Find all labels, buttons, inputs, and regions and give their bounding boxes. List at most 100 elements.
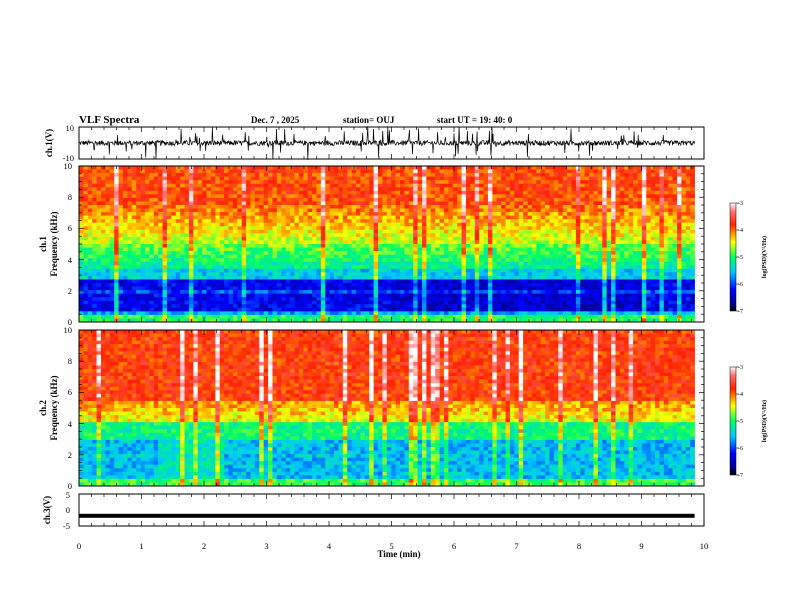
spectrogram-cell xyxy=(316,166,322,170)
spectrogram-cell xyxy=(677,236,682,241)
spectrogram-cell xyxy=(382,240,388,245)
spectrogram-cell xyxy=(606,286,612,291)
spectrogram-cell xyxy=(316,212,322,216)
spectrogram-cell xyxy=(334,208,339,213)
spectrogram-cell xyxy=(215,173,221,177)
spectrogram-cell xyxy=(364,261,370,266)
spectrogram-cell xyxy=(100,197,106,202)
spectrogram-cell xyxy=(307,176,313,181)
spectrogram-cell xyxy=(597,247,603,252)
spectrogram-cell xyxy=(479,219,484,224)
spectrogram-cell xyxy=(294,272,300,277)
spectrogram-cell xyxy=(338,194,344,199)
spectrogram-cell xyxy=(391,173,396,177)
spectrogram-cell xyxy=(144,233,150,238)
spectrogram-cell xyxy=(479,201,484,206)
spectrogram-cell xyxy=(672,180,678,185)
spectrogram-cell xyxy=(571,166,577,170)
spectrogram-cell xyxy=(465,205,471,209)
spectrogram-cell xyxy=(615,212,621,216)
spectrogram-cell xyxy=(589,222,594,227)
spectrogram-cell xyxy=(281,194,286,199)
spectrogram-cell xyxy=(193,187,199,192)
spectrogram-cell xyxy=(426,194,432,199)
spectrogram-cell xyxy=(241,279,247,284)
spectrogram-cell xyxy=(263,208,269,213)
spectrogram-cell xyxy=(320,233,326,238)
spectrogram-cell xyxy=(558,283,564,287)
spectrogram-cell xyxy=(263,180,269,185)
spectrogram-cell xyxy=(628,279,634,284)
spectrogram-cell xyxy=(325,190,330,195)
spectrogram-cell xyxy=(144,244,150,248)
spectrogram-cell xyxy=(439,265,445,270)
spectrogram-cell xyxy=(136,215,141,220)
spectrogram-cell xyxy=(215,183,221,188)
spectrogram-cell xyxy=(254,187,260,192)
spectrogram-cell xyxy=(685,215,691,220)
spectrogram-cell xyxy=(435,212,440,216)
spectrogram-cell xyxy=(114,229,119,234)
spectrogram-cell xyxy=(655,187,660,192)
spectrogram-cell xyxy=(259,236,264,241)
spectrogram-cell xyxy=(514,265,520,270)
spectrogram-cell xyxy=(549,187,555,192)
spectrogram-cell xyxy=(246,279,251,284)
spectrogram-cell xyxy=(254,261,260,266)
spectrogram-cell xyxy=(549,268,555,273)
spectrogram-cell xyxy=(180,240,185,245)
spectrogram-cell xyxy=(443,190,449,195)
spectrogram-cell xyxy=(593,173,599,177)
spectrogram-cell xyxy=(677,226,682,231)
spectrogram-cell xyxy=(268,265,273,270)
spectrogram-cell xyxy=(360,205,366,209)
spectrogram-cell xyxy=(593,169,599,174)
spectrogram-cell xyxy=(527,279,533,284)
spectrogram-cell xyxy=(457,222,462,227)
spectrogram-cell xyxy=(439,283,445,287)
spectrogram-cell xyxy=(404,219,410,224)
spectrogram-cell xyxy=(553,275,559,280)
spectrogram-cell xyxy=(171,180,177,185)
spectrogram-cell xyxy=(536,201,542,206)
spectrogram-cell xyxy=(470,219,476,224)
spectrogram-cell xyxy=(514,187,520,192)
spectrogram-cell xyxy=(593,251,599,255)
spectrogram-cell xyxy=(395,180,401,185)
spectrogram-cell xyxy=(153,215,159,220)
spectrogram-cell xyxy=(567,244,572,248)
spectrogram-cell xyxy=(536,208,542,213)
spectrogram-cell xyxy=(567,236,572,241)
spectrogram-cell xyxy=(558,265,564,270)
spectrogram-cell xyxy=(668,236,673,241)
spectrogram-cell xyxy=(553,254,559,259)
spectrogram-cell xyxy=(228,180,234,185)
spectrogram-cell xyxy=(162,166,168,170)
spectrogram-cell xyxy=(180,222,185,227)
spectrogram-cell xyxy=(316,187,322,192)
spectrogram-cell xyxy=(672,247,678,252)
spectrogram-cell xyxy=(92,205,97,209)
spectrogram-cell xyxy=(646,261,651,266)
spectrogram-cell xyxy=(219,201,225,206)
spectrogram-cell xyxy=(545,265,550,270)
spectrogram-cell xyxy=(646,275,651,280)
spectrogram-cell xyxy=(672,166,678,170)
spectrogram-cell xyxy=(426,187,432,192)
spectrogram-cell xyxy=(382,275,388,280)
spectrogram-cell xyxy=(254,194,260,199)
spectrogram-cell xyxy=(250,197,256,202)
spectrogram-cell xyxy=(342,240,348,245)
spectrogram-cell xyxy=(272,173,278,177)
spectrogram-cell xyxy=(188,173,194,177)
spectrogram-cell xyxy=(268,187,273,192)
spectrogram-cell xyxy=(518,176,524,181)
spectrogram-cell xyxy=(404,254,410,259)
spectrogram-cell xyxy=(439,272,445,277)
spectrogram-cell xyxy=(136,176,141,181)
spectrogram-cell xyxy=(171,247,177,252)
spectrogram-cell xyxy=(281,275,286,280)
spectrogram-cell xyxy=(96,268,102,273)
spectrogram-cell xyxy=(681,247,687,252)
spectrogram-cell xyxy=(413,233,418,238)
